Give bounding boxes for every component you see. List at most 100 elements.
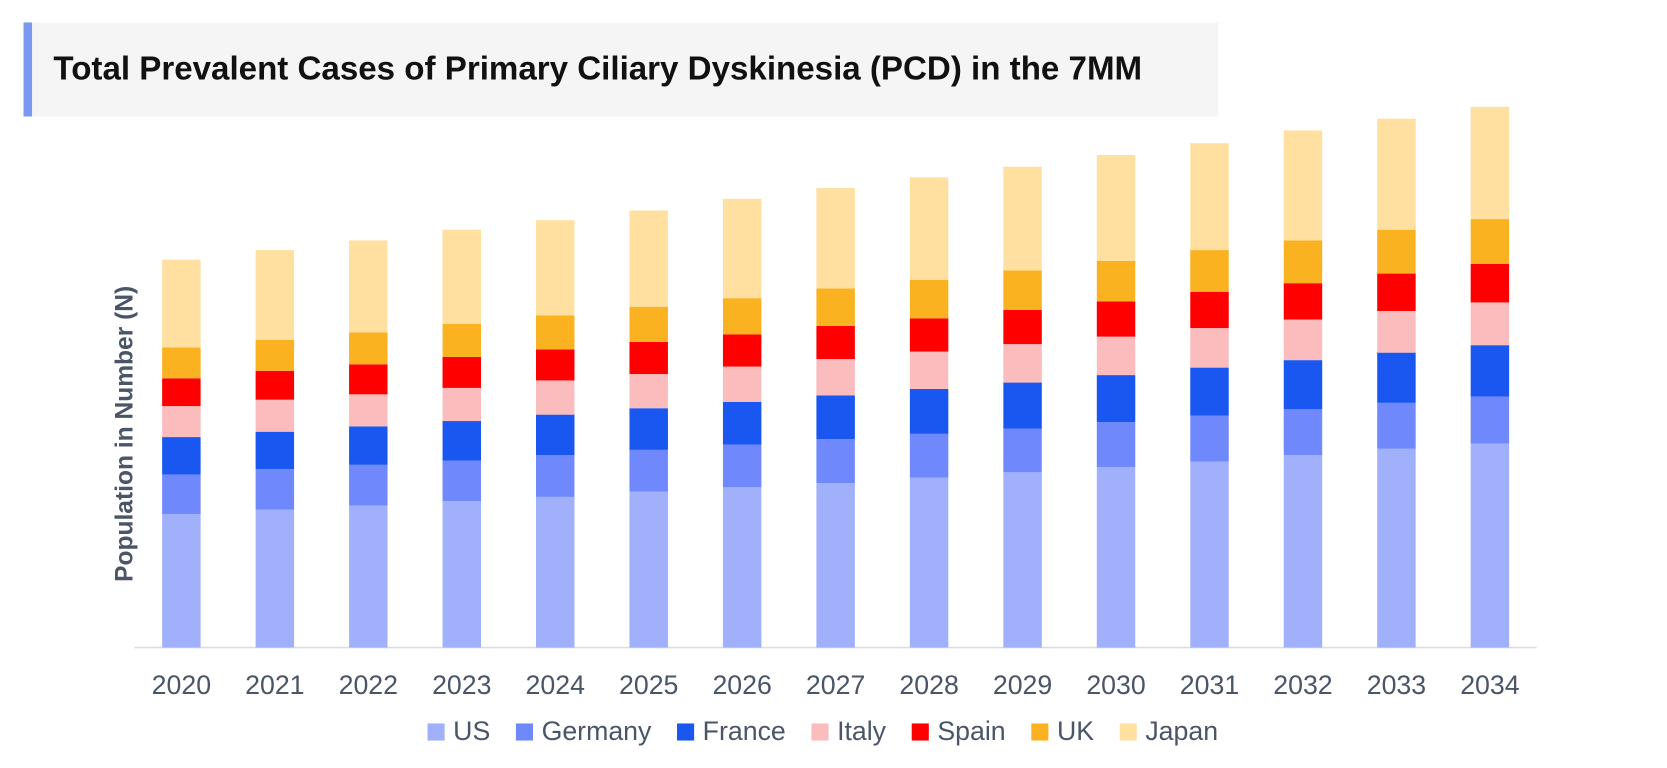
bar-segment [162,406,201,438]
x-tick-label: 2034 [1460,670,1520,700]
bar-segment [442,323,482,357]
bar-segment [629,374,668,409]
x-tick-label: 2024 [526,670,586,700]
bar-segment [722,401,762,445]
bar-segment [722,298,762,335]
bar-segment [816,359,855,396]
bar-segment [629,491,668,648]
bar-segment [1096,260,1136,302]
bar-segment [816,288,855,326]
bar-segment [349,505,388,648]
x-tick-label: 2031 [1180,670,1239,700]
x-tick-label: 2027 [806,670,865,700]
bar-segment [255,339,295,371]
legend-swatch [427,723,445,741]
bar-segment [1003,428,1042,473]
bar-segment [1470,106,1510,220]
bar-segment [162,514,201,648]
bar-segment [1190,367,1229,416]
bar-segment [1096,375,1136,423]
x-tick-label: 2020 [152,670,211,700]
legend-label: Spain [937,716,1005,746]
bar-segment [909,477,949,648]
bar-segment [1377,310,1416,353]
legend-swatch [911,723,929,741]
title-accent [23,22,33,117]
bar-segment [1003,270,1042,310]
bar-segment [722,444,762,488]
chart-title: Total Prevalent Cases of Primary Ciliary… [53,50,1142,87]
bar-segment [816,483,855,648]
x-tick-label: 2025 [619,670,678,700]
bar-segment [162,474,201,515]
bar-segment [1470,443,1510,648]
bar-segment [536,455,575,497]
x-tick-label: 2033 [1367,670,1426,700]
bar-segment [442,229,482,324]
bar-segment [816,395,855,440]
bar-segment [1470,219,1510,264]
bar-segment [536,380,575,415]
bar-segment [1283,360,1323,410]
bar-segment [1377,402,1416,449]
bar-segment [442,460,482,502]
bar-segment [349,426,388,465]
bar-segment [1377,448,1416,648]
bar-segment [255,509,295,648]
bar-segment [255,250,295,340]
bar-segment [1096,336,1136,376]
bar-segment [162,259,201,348]
bar-segment [629,449,668,492]
bar-segment [816,325,855,360]
bar-segment [1190,143,1229,251]
bar-segment [1283,283,1323,320]
bar-segment [1470,263,1510,303]
bar-segment [909,433,949,478]
bar-segment [1283,455,1323,648]
bar-segment [1470,396,1510,444]
bar-segment [442,421,482,461]
bar-segment [1096,466,1136,648]
legend-label: Japan [1145,716,1218,746]
legend-swatch [515,723,534,741]
title-box [23,22,1219,117]
bar-segment [349,240,388,333]
bar-segment [349,394,388,427]
y-axis-label: Population in Number (N) [112,286,139,582]
bar-segment [536,414,575,456]
bar-segment [722,366,762,402]
bar-segment [722,198,762,299]
x-tick-label: 2021 [245,670,304,700]
bar-segment [349,332,388,365]
bar-segment [1377,118,1416,230]
bar-segment [1003,344,1042,383]
bar-segment [536,315,575,350]
x-tick-label: 2028 [899,670,958,700]
legend-label: Italy [837,716,887,746]
bar-segment [1283,409,1323,456]
x-tick-label: 2023 [432,670,491,700]
bar-segment [909,177,949,280]
bar-segment [255,370,295,400]
legend-swatch [1119,723,1137,741]
legend-label: US [453,716,490,746]
x-tick-label: 2022 [339,670,398,700]
x-tick-label: 2029 [993,670,1052,700]
bar-segment [255,469,295,510]
bar-segment [909,279,949,319]
x-tick-label: 2032 [1273,670,1332,700]
bar-segment [162,437,201,475]
x-tick-label: 2030 [1086,670,1145,700]
bar-segment [1470,345,1510,397]
bar-segment [1096,301,1136,337]
bar-segment [162,347,201,379]
bar-segment [1003,382,1042,429]
bar-segment [816,439,855,484]
bar-segment [1283,319,1323,361]
bar-segment [1190,415,1229,462]
bar-segment [536,349,575,381]
bar-segment [442,501,482,648]
bar-segment [442,356,482,388]
